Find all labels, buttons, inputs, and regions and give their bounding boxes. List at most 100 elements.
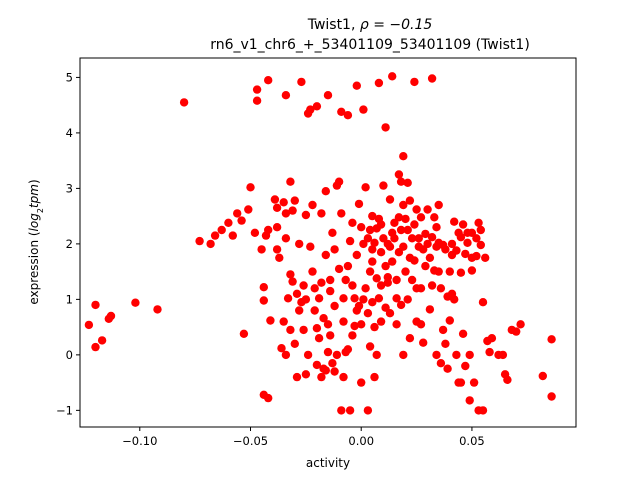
- data-point-244: [469, 378, 479, 387]
- data-point-139: [372, 350, 381, 360]
- data-point-53: [295, 306, 304, 315]
- data-point-42: [281, 91, 291, 100]
- data-point-141: [374, 294, 384, 303]
- data-point-273: [432, 223, 441, 232]
- data-point-122: [359, 295, 368, 304]
- data-point-55: [297, 77, 306, 87]
- data-point-192: [416, 284, 426, 293]
- data-point-45: [286, 270, 295, 279]
- data-point-48: [288, 277, 297, 286]
- data-point-100: [339, 372, 348, 382]
- x-tick-label: −0.10: [122, 434, 157, 448]
- data-point-66: [310, 284, 319, 293]
- data-point-127: [363, 406, 373, 415]
- data-point-41: [281, 350, 291, 360]
- data-point-84: [326, 331, 335, 340]
- data-point-272: [321, 366, 330, 375]
- data-point-6: [131, 298, 140, 307]
- data-point-35: [272, 245, 282, 254]
- data-point-27: [264, 393, 273, 403]
- data-point-40: [281, 234, 291, 243]
- data-point-213: [436, 359, 446, 368]
- data-point-16: [237, 216, 246, 225]
- data-point-54: [295, 239, 304, 249]
- data-point-233: [458, 220, 468, 229]
- data-point-90: [330, 367, 339, 376]
- data-point-201: [425, 253, 435, 262]
- data-point-206: [430, 213, 439, 222]
- data-points: [84, 72, 556, 415]
- data-point-12: [217, 225, 226, 235]
- data-point-162: [392, 275, 401, 285]
- data-point-230: [456, 233, 466, 242]
- data-point-205: [427, 281, 437, 290]
- data-point-126: [363, 309, 373, 318]
- data-point-258: [498, 350, 508, 360]
- data-point-260: [503, 375, 512, 384]
- data-point-71: [314, 294, 324, 303]
- data-point-29: [264, 225, 273, 235]
- data-point-155: [385, 309, 395, 318]
- data-point-239: [465, 396, 474, 405]
- data-point-135: [370, 322, 379, 332]
- data-point-82: [323, 347, 333, 357]
- chart-title-line2: rn6_v1_chr6_+_53401109_53401109 (Twist1): [210, 37, 530, 53]
- data-point-98: [339, 294, 348, 303]
- data-point-225: [450, 217, 459, 226]
- data-point-184: [410, 256, 419, 265]
- data-point-110: [348, 331, 357, 340]
- data-point-128: [365, 267, 375, 276]
- data-point-251: [478, 298, 488, 307]
- data-point-173: [399, 152, 408, 161]
- data-point-106: [345, 236, 355, 246]
- data-point-250: [476, 240, 485, 250]
- data-point-70: [312, 102, 322, 111]
- data-point-243: [467, 266, 477, 275]
- data-point-5: [106, 311, 116, 321]
- data-point-164: [392, 294, 401, 303]
- data-point-62: [306, 105, 315, 114]
- data-point-172: [399, 242, 408, 251]
- data-point-199: [423, 205, 432, 214]
- data-point-148: [379, 181, 388, 190]
- data-point-59: [301, 370, 311, 379]
- data-point-93: [334, 264, 344, 274]
- data-point-108: [348, 218, 357, 227]
- data-point-228: [452, 350, 461, 360]
- data-point-249: [476, 225, 485, 235]
- data-point-163: [392, 320, 401, 329]
- data-point-185: [410, 220, 419, 229]
- data-point-121: [359, 105, 368, 114]
- data-point-179: [403, 178, 412, 187]
- data-point-74: [317, 278, 326, 287]
- data-point-171: [399, 200, 408, 210]
- data-point-203: [427, 233, 437, 242]
- data-point-13: [224, 218, 233, 227]
- data-point-252: [478, 406, 488, 415]
- data-point-75: [317, 372, 326, 382]
- data-point-133: [368, 298, 377, 307]
- data-point-168: [396, 177, 406, 186]
- data-point-95: [337, 406, 346, 415]
- data-point-31: [266, 316, 275, 325]
- data-point-130: [365, 342, 375, 351]
- data-point-222: [445, 316, 454, 325]
- data-point-24: [259, 283, 268, 292]
- data-point-21: [252, 85, 262, 94]
- data-point-103: [343, 345, 353, 354]
- data-point-266: [547, 392, 556, 401]
- data-point-146: [376, 281, 386, 290]
- data-point-170: [396, 300, 406, 310]
- data-point-97: [337, 209, 346, 218]
- data-point-190: [414, 234, 423, 243]
- data-point-68: [312, 324, 322, 333]
- data-point-178: [403, 295, 412, 304]
- data-point-88: [330, 245, 339, 254]
- data-point-132: [368, 211, 377, 221]
- data-point-218: [441, 339, 450, 348]
- data-point-0: [84, 320, 94, 330]
- data-point-151: [381, 123, 390, 132]
- data-point-214: [436, 284, 446, 293]
- data-point-32: [270, 195, 280, 204]
- data-point-47: [288, 206, 297, 215]
